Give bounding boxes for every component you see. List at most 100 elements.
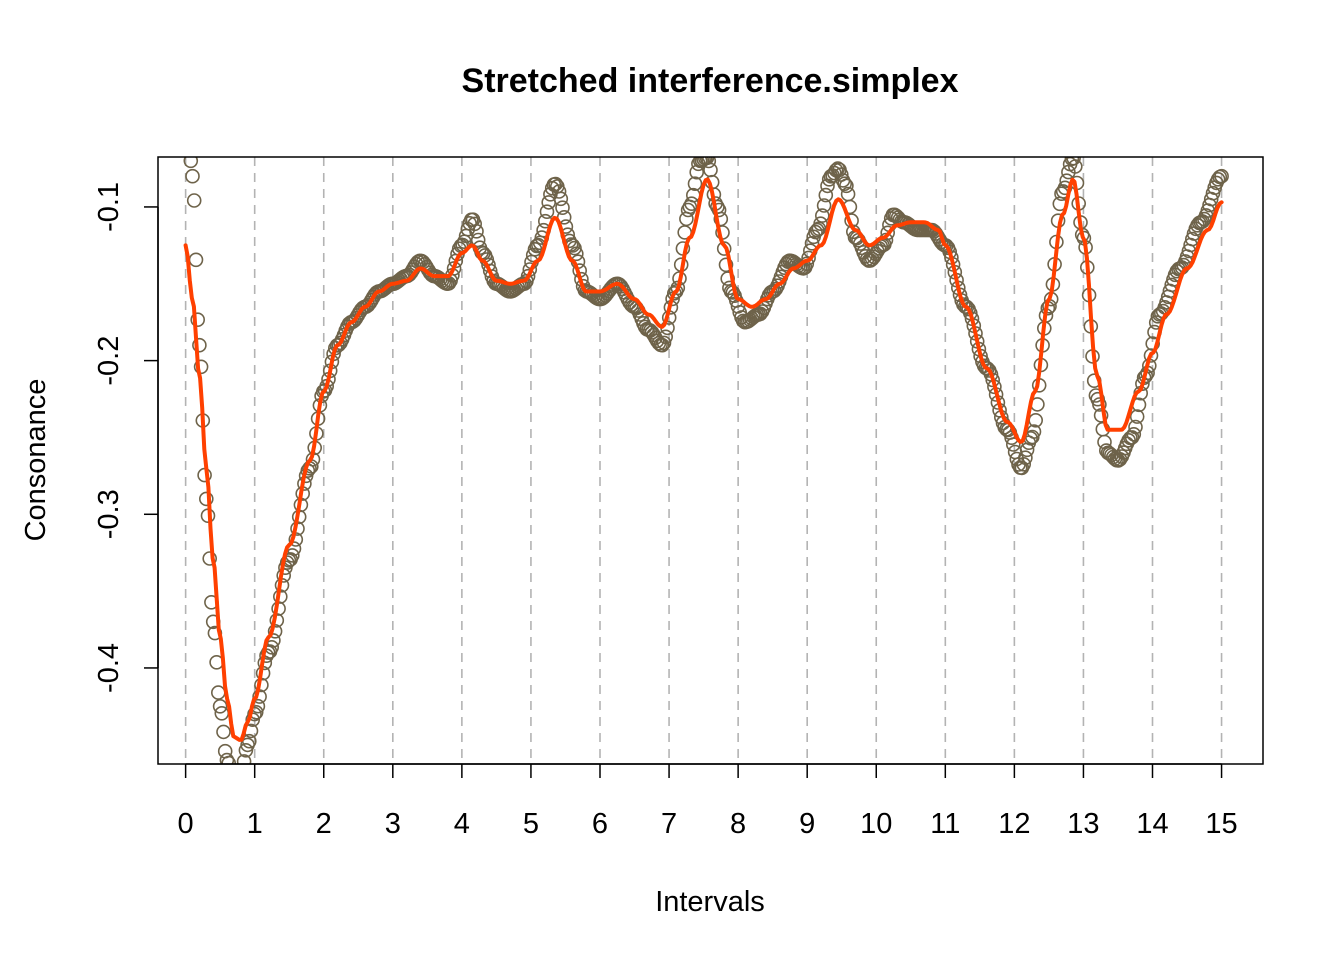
data-point — [185, 168, 200, 184]
data-point — [188, 252, 204, 268]
data-point — [226, 773, 239, 786]
data-point — [801, 250, 816, 266]
data-point — [211, 685, 226, 700]
x-tick-label: 7 — [661, 808, 677, 840]
x-tick-label: 10 — [860, 808, 892, 840]
data-point — [880, 225, 896, 241]
data-point — [183, 157, 199, 169]
data-point — [555, 200, 570, 215]
data-point — [228, 763, 233, 764]
smooth-line — [183, 177, 1224, 742]
data-point — [1026, 424, 1042, 439]
data-point — [679, 211, 694, 227]
data-point — [703, 162, 718, 178]
data-point — [1210, 172, 1226, 187]
x-tick-label: 11 — [930, 808, 960, 840]
y-tick-label: -0.2 — [93, 336, 125, 386]
data-point — [718, 257, 734, 273]
vertical-reference-lines — [184, 157, 1223, 764]
data-point — [183, 139, 196, 152]
data-point — [233, 770, 246, 783]
y-axis-label: Consonance — [20, 379, 52, 542]
x-tick-label: 0 — [178, 808, 194, 840]
data-point — [1214, 168, 1229, 184]
data-point — [1018, 450, 1033, 466]
x-axis: 0 1 2 3 4 5 6 7 8 9 10 11 12 13 14 15 — [178, 763, 1238, 840]
data-point — [839, 178, 854, 194]
data-point — [687, 176, 703, 191]
x-tick-label: 9 — [799, 808, 815, 840]
data-point — [551, 184, 567, 199]
data-point — [1005, 437, 1021, 452]
data-point — [1066, 157, 1081, 166]
data-point — [701, 157, 717, 169]
y-tick-label: -0.3 — [93, 489, 125, 539]
data-point — [190, 312, 205, 328]
data-point — [1128, 419, 1143, 435]
x-tick-label: 8 — [730, 808, 746, 840]
data-point — [1093, 408, 1109, 423]
data-point — [186, 193, 202, 208]
x-tick-label: 15 — [1205, 808, 1237, 840]
data-point — [236, 765, 249, 778]
y-axis: -0.4 -0.3 -0.2 -0.1 — [93, 182, 159, 693]
data-point — [553, 191, 569, 207]
data-point — [217, 743, 233, 759]
data-point — [1205, 185, 1221, 201]
line-series — [183, 177, 1224, 742]
x-axis-label: Intervals — [655, 886, 765, 918]
data-point — [229, 776, 242, 789]
data-point — [469, 224, 484, 239]
data-point — [227, 777, 240, 790]
data-point — [649, 333, 665, 349]
x-tick-label: 12 — [998, 808, 1030, 840]
data-point — [548, 176, 563, 192]
chart-title: Stretched interference.simplex — [462, 62, 959, 100]
x-tick-label: 4 — [454, 808, 470, 840]
data-point — [814, 208, 830, 223]
data-point — [813, 216, 828, 231]
data-point — [202, 551, 217, 566]
x-tick-label: 13 — [1067, 808, 1099, 840]
x-tick-label: 2 — [316, 808, 332, 840]
data-point — [1126, 426, 1142, 442]
data-point — [279, 555, 295, 570]
data-point — [642, 323, 658, 338]
data-point — [654, 337, 670, 353]
data-point — [1016, 456, 1032, 472]
data-point — [818, 187, 834, 203]
data-point — [837, 176, 853, 191]
data-point — [520, 268, 536, 284]
data-point — [539, 204, 555, 219]
data-point — [212, 698, 228, 714]
data-point — [1129, 409, 1145, 424]
y-tick-label: -0.4 — [93, 643, 125, 693]
data-point — [658, 329, 674, 345]
data-point — [716, 241, 732, 256]
data-point — [245, 712, 260, 728]
x-tick-label: 14 — [1136, 808, 1168, 840]
data-point — [216, 724, 231, 740]
x-tick-label: 5 — [523, 808, 539, 840]
y-tick-label: -0.1 — [93, 182, 125, 232]
x-tick-label: 6 — [592, 808, 608, 840]
x-tick-label: 1 — [247, 808, 263, 840]
data-point — [219, 752, 235, 764]
data-point — [231, 773, 244, 786]
data-point — [467, 216, 483, 232]
point-series — [183, 139, 1229, 790]
data-point — [1092, 397, 1107, 412]
data-point — [694, 157, 710, 168]
x-tick-label: 3 — [385, 808, 401, 840]
data-point — [199, 491, 214, 507]
data-point — [247, 706, 262, 722]
data-point — [858, 248, 873, 264]
data-point — [1111, 453, 1126, 468]
data-point — [221, 755, 236, 764]
data-point — [1068, 159, 1083, 174]
data-point — [1143, 348, 1159, 363]
data-point — [192, 337, 207, 353]
data-point — [482, 263, 498, 279]
data-point — [808, 224, 823, 240]
